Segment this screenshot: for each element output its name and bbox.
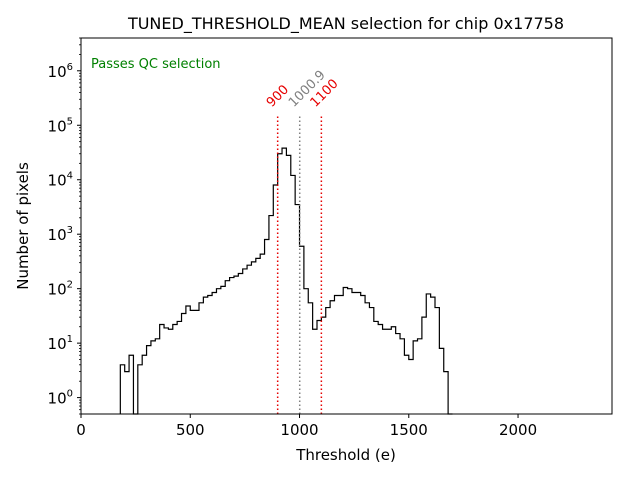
histogram-bin	[413, 341, 417, 414]
histogram-bin	[356, 293, 360, 414]
y-tick-label: 102	[48, 280, 73, 299]
histogram-bin	[326, 308, 330, 414]
histogram-bin	[273, 185, 277, 414]
histogram-bin	[317, 321, 321, 414]
histogram-bin	[203, 297, 207, 414]
histogram-bin	[348, 289, 352, 414]
y-tick-label: 105	[48, 116, 73, 135]
histogram-bin	[208, 295, 212, 414]
x-tick-label: 500	[176, 421, 205, 439]
histogram-bin	[286, 155, 290, 414]
y-tick-label: 101	[48, 334, 73, 353]
histogram-bin	[142, 355, 146, 414]
histogram-bin	[313, 329, 317, 414]
histogram-bin	[444, 372, 448, 414]
histogram-bin	[256, 258, 260, 414]
histogram-bin	[212, 293, 216, 414]
x-tick-label: 0	[76, 421, 86, 439]
histogram-bin	[439, 348, 443, 414]
histogram-bin	[260, 254, 264, 414]
histogram-bin	[435, 308, 439, 414]
histogram-bin	[129, 355, 133, 414]
histogram-bin	[138, 365, 142, 414]
y-tick-label: 103	[48, 225, 73, 244]
histogram-bin	[251, 262, 255, 414]
histogram-bin	[378, 324, 382, 414]
x-tick-label: 1000	[280, 421, 318, 439]
histogram-bin	[225, 281, 229, 414]
histogram-bin	[304, 289, 308, 414]
histogram-bin	[199, 303, 203, 414]
histogram-bin	[168, 329, 172, 414]
y-tick-label: 106	[48, 62, 73, 81]
histogram-bin	[186, 306, 190, 414]
histogram-bin	[369, 308, 373, 414]
histogram-bin	[396, 334, 400, 414]
histogram-bin	[177, 321, 181, 414]
histogram-bin	[151, 341, 155, 414]
histogram-bin	[343, 288, 347, 414]
histogram-bin	[147, 346, 151, 414]
x-axis-label: Threshold (e)	[295, 446, 396, 464]
histogram-bin	[431, 297, 435, 414]
histogram-bin	[374, 321, 378, 414]
histogram-bin	[195, 310, 199, 414]
histogram-bin	[238, 273, 242, 414]
x-tick-label: 1500	[390, 421, 428, 439]
histogram-bin	[387, 329, 391, 414]
x-axis: 0 500 1000 1500 2000	[76, 414, 537, 439]
histogram-bin	[182, 314, 186, 414]
histogram-bin	[409, 360, 413, 414]
histogram-bin	[234, 276, 238, 414]
histogram-bin	[125, 372, 129, 414]
y-tick-label: 104	[48, 171, 73, 190]
histogram-bin	[160, 324, 164, 414]
histogram-bin	[269, 216, 273, 414]
axes-frame	[80, 37, 613, 415]
chart-title: TUNED_THRESHOLD_MEAN selection for chip …	[127, 14, 564, 34]
histogram-bin	[216, 289, 220, 414]
histogram-bin	[426, 294, 430, 414]
histogram-bin	[404, 355, 408, 414]
histogram-bin	[221, 286, 225, 414]
histogram-bin	[365, 303, 369, 414]
histogram-bin	[265, 239, 269, 414]
histogram-bin	[339, 295, 343, 414]
histogram-bin	[243, 269, 247, 414]
y-axis-label: Number of pixels	[14, 162, 32, 290]
histogram-bin	[247, 265, 251, 414]
histogram-bin	[308, 303, 312, 414]
histogram-series	[119, 147, 453, 415]
histogram-bin	[361, 295, 365, 414]
histogram-bin	[282, 148, 286, 414]
histogram-bin	[291, 175, 295, 414]
y-axis: 100 101 102 103 104 105 106	[48, 37, 81, 415]
histogram-bin	[422, 317, 426, 414]
histogram-bin	[190, 310, 194, 414]
histogram-bin	[164, 328, 168, 414]
histogram-bin	[391, 327, 395, 414]
histogram-bin	[383, 329, 387, 414]
histogram-bin	[295, 205, 299, 414]
histogram-bin	[120, 365, 124, 414]
histogram-bin	[334, 295, 338, 414]
histogram-bin	[155, 339, 159, 414]
histogram-bin	[352, 293, 356, 414]
histogram-bin	[173, 324, 177, 414]
histogram-bin	[230, 278, 234, 414]
y-tick-label: 100	[48, 389, 73, 408]
histogram-bin	[400, 339, 404, 414]
x-tick-label: 2000	[499, 421, 537, 439]
qc-annotation: Passes QC selection	[91, 57, 221, 72]
histogram-bin	[418, 339, 422, 414]
histogram-bin	[330, 301, 334, 414]
